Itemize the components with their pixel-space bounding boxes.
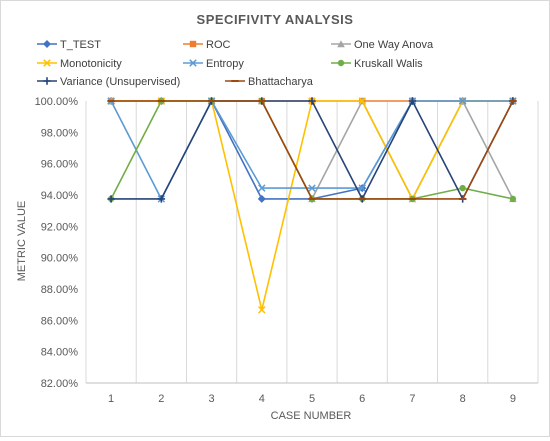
data-point — [358, 184, 366, 192]
y-tick-label: 92.00% — [41, 221, 79, 233]
data-point — [258, 184, 266, 192]
x-tick-label: 2 — [158, 393, 164, 405]
legend-swatch-marker — [43, 77, 51, 85]
legend-item: One Way Anova — [331, 39, 434, 51]
x-tick-label: 7 — [409, 393, 415, 405]
legend-swatch-marker — [337, 59, 345, 67]
y-tick-label: 96.00% — [41, 159, 79, 171]
series-t-test — [107, 97, 517, 203]
x-tick-label: 5 — [309, 393, 315, 405]
legend-label: Monotonicity — [60, 58, 122, 70]
x-tick-label: 6 — [359, 393, 365, 405]
legend-label: Entropy — [206, 58, 244, 70]
series-bhattacharya — [107, 100, 517, 200]
x-tick-label: 1 — [108, 393, 114, 405]
legend-swatch-marker — [189, 40, 197, 48]
data-point — [408, 97, 417, 105]
legend-swatch-marker — [43, 59, 51, 67]
legend-item: Kruskall Walis — [331, 58, 423, 70]
data-point — [308, 97, 316, 105]
y-tick-label: 84.00% — [41, 347, 79, 359]
series-line — [111, 100, 514, 200]
y-tick-label: 98.00% — [41, 127, 79, 139]
y-tick-label: 88.00% — [41, 284, 79, 296]
legend-label: Kruskall Walis — [354, 58, 423, 70]
legend-label: T_TEST — [60, 39, 101, 51]
series-kruskall-walis — [107, 97, 517, 203]
legend-item: Variance (Unsupervised) — [37, 76, 180, 88]
series-line — [111, 100, 513, 311]
y-tick-label: 82.00% — [41, 378, 79, 390]
legend-swatch-marker — [189, 59, 197, 67]
y-tick-label: 94.00% — [41, 190, 79, 202]
data-point — [509, 195, 517, 203]
legend: T_TEST ROC One Way Anova Monotonicity Entrop… — [37, 39, 434, 88]
data-point — [308, 184, 316, 192]
legend-label: One Way Anova — [354, 39, 434, 51]
data-point — [107, 195, 115, 203]
x-tick-label: 9 — [510, 393, 516, 405]
series-line — [110, 100, 514, 200]
legend-label: Variance (Unsupervised) — [60, 76, 180, 88]
chart-title: SPECIFIVITY ANALYSIS — [197, 12, 354, 27]
series-one-way-anova — [107, 97, 517, 203]
y-tick-label: 100.00% — [35, 96, 79, 108]
x-tick-label: 8 — [460, 393, 466, 405]
x-axis-ticks: 1 2 3 4 5 6 7 8 9 — [108, 393, 516, 405]
data-point — [157, 195, 166, 203]
legend-swatch-marker — [43, 40, 51, 48]
data-point — [459, 184, 466, 192]
series-line — [111, 100, 514, 200]
series-monotonicity — [107, 97, 517, 314]
legend-label: ROC — [206, 39, 231, 51]
series-line — [111, 100, 514, 200]
legend-item: ROC — [183, 39, 231, 51]
data-point — [258, 306, 266, 314]
y-axis-ticks: 82.00% 84.00% 86.00% 88.00% 90.00% 92.00% 94.0… — [35, 96, 79, 390]
legend-item: Bhattacharya — [225, 76, 314, 88]
x-tick-label: 4 — [259, 393, 265, 405]
data-point — [358, 97, 366, 105]
series-layer — [107, 97, 517, 314]
x-tick-label: 3 — [208, 393, 214, 405]
legend-swatch-marker — [337, 40, 345, 48]
grid-lines — [85, 101, 539, 384]
legend-item: Entropy — [183, 58, 244, 70]
x-axis-label: CASE NUMBER — [271, 410, 352, 422]
series-line — [111, 100, 513, 200]
y-axis-label: METRIC VALUE — [16, 201, 28, 281]
data-point — [257, 194, 266, 203]
legend-item: Monotonicity — [37, 58, 122, 70]
legend-item: T_TEST — [37, 39, 101, 51]
data-point — [458, 97, 467, 105]
y-tick-label: 90.00% — [41, 253, 79, 265]
series-entropy — [107, 97, 517, 203]
series-variance-unsupervised — [107, 97, 517, 203]
y-tick-label: 86.00% — [41, 315, 79, 327]
series-line — [110, 100, 513, 200]
legend-label: Bhattacharya — [248, 76, 314, 88]
